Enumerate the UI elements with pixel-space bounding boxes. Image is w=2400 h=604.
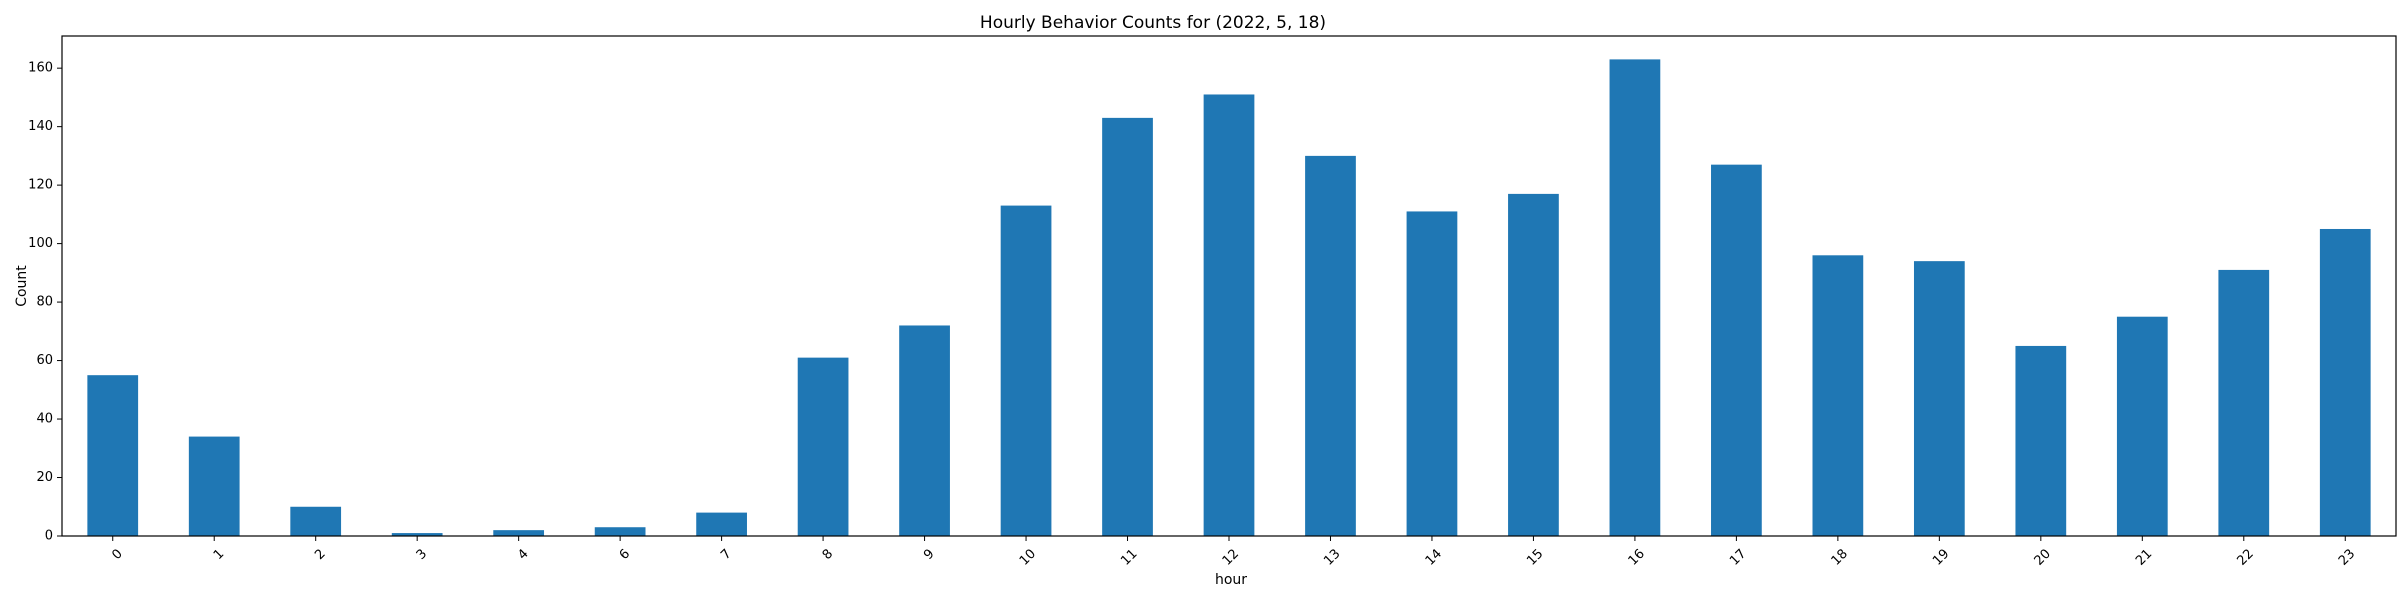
x-tick-label: 0 xyxy=(109,546,125,562)
bar-hour-7 xyxy=(696,512,747,536)
x-tick-label: 2 xyxy=(312,546,328,562)
x-tick-label: 1 xyxy=(211,546,227,562)
bar-hour-1 xyxy=(188,436,240,536)
bar-hour-20 xyxy=(2015,345,2067,536)
bars-group xyxy=(87,59,2371,537)
bar-hour-19 xyxy=(1913,261,1965,536)
y-tick-label: 0 xyxy=(45,529,53,544)
x-tick-label: 22 xyxy=(2235,546,2257,568)
bar-hour-0 xyxy=(87,375,139,536)
bar-hour-22 xyxy=(2218,269,2270,536)
bar-hour-14 xyxy=(1406,211,1458,536)
x-tick-label: 11 xyxy=(1118,546,1140,568)
bar-hour-21 xyxy=(2116,316,2168,536)
bar-hour-9 xyxy=(899,325,950,536)
x-tick-label: 18 xyxy=(1829,546,1851,568)
bar-hour-8 xyxy=(797,357,849,536)
x-tick-label: 16 xyxy=(1626,546,1648,568)
x-tick-label: 12 xyxy=(1220,546,1242,568)
bar-hour-15 xyxy=(1508,193,1559,537)
chart-title: Hourly Behavior Counts for (2022, 5, 18) xyxy=(980,13,1326,33)
bar-hour-16 xyxy=(1609,59,1661,536)
y-tick-label: 60 xyxy=(36,353,53,368)
x-tick-label: 6 xyxy=(617,546,633,562)
x-tick-label: 4 xyxy=(515,546,531,562)
x-tick-label: 20 xyxy=(2032,546,2054,568)
x-tick-label: 14 xyxy=(1423,546,1445,568)
bar-hour-18 xyxy=(1812,255,1864,536)
plot-frame xyxy=(61,35,2397,537)
x-tick-label: 23 xyxy=(2336,546,2358,568)
bar-hour-13 xyxy=(1305,155,1356,536)
bar-hour-17 xyxy=(1711,164,1762,536)
x-tick-label: 10 xyxy=(1017,546,1039,568)
bar-hour-11 xyxy=(1102,117,1153,537)
x-tick-label: 8 xyxy=(820,546,836,562)
bar-hour-6 xyxy=(594,527,646,536)
bar-hour-12 xyxy=(1203,94,1255,537)
y-axis-label: Count xyxy=(14,265,30,307)
y-tick-label: 40 xyxy=(36,412,53,427)
x-tick-label: 15 xyxy=(1524,546,1546,568)
x-tick-label: 17 xyxy=(1727,546,1749,568)
x-axis-ticks: 0 1 2 3 4 6 7 8 9 10 11 12 13 14 15 16 17 18 19 20 21 22 23 xyxy=(109,536,2358,569)
y-tick-label: 160 xyxy=(28,61,53,76)
x-tick-label: 19 xyxy=(1930,546,1952,568)
y-tick-label: 120 xyxy=(28,178,53,193)
bar-hour-23 xyxy=(2319,228,2371,536)
x-tick-label: 9 xyxy=(921,546,937,562)
bar-hour-3 xyxy=(391,533,443,536)
bar-hour-4 xyxy=(493,530,545,536)
y-tick-label: 140 xyxy=(28,119,53,134)
x-tick-label: 7 xyxy=(718,546,734,562)
x-axis-label: hour xyxy=(1215,572,1247,588)
bar-hour-10 xyxy=(1000,205,1052,536)
y-tick-label: 20 xyxy=(36,470,53,485)
y-tick-label: 80 xyxy=(36,295,53,310)
x-tick-label: 3 xyxy=(414,546,430,562)
y-axis-ticks: 0 20 40 60 80 100 120 140 160 xyxy=(28,61,62,544)
x-tick-label: 13 xyxy=(1321,546,1343,568)
bar-hour-2 xyxy=(290,506,342,536)
y-tick-label: 100 xyxy=(28,236,53,251)
x-tick-label: 21 xyxy=(2133,546,2155,568)
